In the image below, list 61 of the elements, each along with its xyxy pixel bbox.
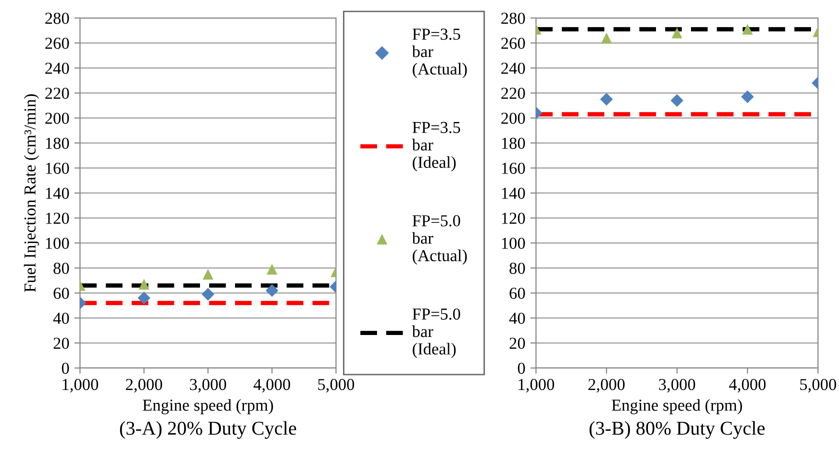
y-tick-label: 20 <box>510 338 525 349</box>
y-tick-label: 140 <box>46 188 69 199</box>
point <box>138 278 150 290</box>
y-tick-label: 240 <box>501 62 525 74</box>
point <box>601 32 612 44</box>
y-tick-label: 200 <box>501 112 525 124</box>
y-tick-label: 40 <box>53 312 69 324</box>
x-tick-label: 2,000 <box>126 378 162 393</box>
point <box>600 92 613 106</box>
y-tick-label: 220 <box>45 88 69 99</box>
x-axis-title: Engine speed (rpm) <box>612 399 742 414</box>
y-tick-label: 180 <box>502 138 525 149</box>
x-axis-title: Engine speed (rpm) <box>142 399 273 414</box>
point <box>741 90 754 104</box>
point <box>672 28 682 38</box>
x-tick-label: 5,000 <box>318 378 354 393</box>
x-tick-label: 1,000 <box>518 378 554 393</box>
y-tick-label: 220 <box>501 88 525 99</box>
y-tick-label: 260 <box>501 38 525 49</box>
legend-label: FP=3.5 bar (Actual) <box>412 28 467 78</box>
y-axis-title: Fuel Injection Rate (cm³/min) <box>24 94 40 292</box>
point <box>266 284 278 297</box>
y-tick-label: 240 <box>45 62 69 74</box>
point <box>138 292 150 304</box>
y-tick-label: 60 <box>54 288 69 299</box>
y-tick-label: 260 <box>45 38 69 49</box>
x-tick-label: 3,000 <box>659 378 696 393</box>
y-tick-label: 120 <box>502 212 525 224</box>
y-tick-label: 280 <box>45 12 69 24</box>
y-tick-label: 180 <box>46 138 69 149</box>
y-tick-label: 100 <box>502 238 525 249</box>
y-tick-label: 100 <box>46 238 69 249</box>
legend-label: FP=5.0 bar (Ideal) <box>412 308 460 358</box>
text: (3-B) 80% Duty Cycle <box>590 421 765 439</box>
legend-label: FP=5.0 bar (Actual) <box>412 215 467 265</box>
point <box>742 24 753 35</box>
y-tick-label: 140 <box>502 188 525 199</box>
point <box>202 268 214 280</box>
y-tick-label: 0 <box>518 362 525 374</box>
x-tick-label: 1,000 <box>62 378 98 393</box>
y-tick-label: 80 <box>510 262 525 274</box>
y-tick-label: 160 <box>46 162 69 174</box>
y-tick-label: 160 <box>502 162 525 174</box>
y-tick-label: 20 <box>54 338 69 349</box>
y-tick-label: 120 <box>46 212 69 224</box>
y-tick-label: 80 <box>54 262 69 274</box>
point <box>202 288 214 301</box>
y-tick-label: 280 <box>501 12 525 24</box>
y-tick-label: 60 <box>510 288 525 299</box>
x-tick-label: 4,000 <box>729 378 766 393</box>
x-tick-label: 2,000 <box>588 378 625 393</box>
point <box>266 264 278 275</box>
x-tick-label: 3,000 <box>190 378 226 393</box>
y-tick-label: 40 <box>509 312 525 324</box>
y-tick-label: 200 <box>45 112 69 124</box>
x-tick-label: 4,000 <box>254 378 290 393</box>
x-tick-label: 5,000 <box>800 378 836 393</box>
text: (3-A) 20% Duty Cycle <box>120 421 296 439</box>
legend-label: FP=3.5 bar (Ideal) <box>412 122 460 172</box>
y-tick-label: 0 <box>62 362 69 374</box>
point <box>670 94 684 107</box>
